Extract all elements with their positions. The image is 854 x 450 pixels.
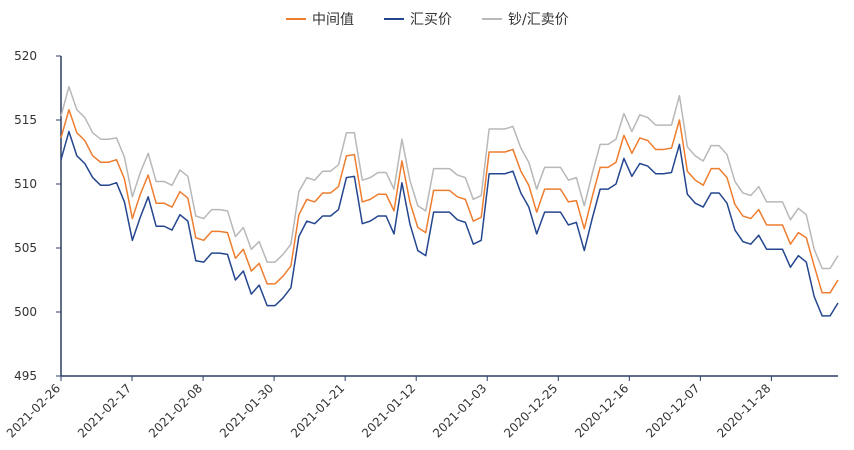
y-tick-label: 495 — [14, 369, 37, 383]
series-line-0 — [60, 109, 839, 294]
x-tick-label: 2021-02-17 — [75, 381, 134, 440]
x-tick-label: 2020-11-28 — [714, 381, 773, 440]
legend-label: 汇买价 — [410, 12, 452, 28]
series-layer — [60, 85, 839, 317]
x-tick-label: 2020-12-07 — [643, 381, 702, 440]
x-tick-label: 2021-01-30 — [217, 381, 276, 440]
chart-legend: 中间值 汇买价 钞/汇卖价 — [286, 12, 569, 28]
y-tick-label: 500 — [14, 305, 37, 319]
x-tick-label: 2020-12-25 — [501, 381, 560, 440]
y-tick-label: 505 — [14, 241, 37, 255]
x-tick-label: 2021-01-03 — [430, 381, 489, 440]
x-tick-label: 2021-01-12 — [359, 381, 418, 440]
x-tick-label: 2021-02-26 — [4, 381, 63, 440]
series-line-1 — [60, 130, 839, 317]
legend-label: 中间值 — [312, 12, 354, 28]
series-line-2 — [60, 85, 839, 270]
x-tick-label: 2021-02-08 — [146, 381, 205, 440]
y-tick-label: 510 — [14, 177, 37, 191]
x-tick-label: 2020-12-16 — [572, 381, 631, 440]
x-tick-label: 2021-01-21 — [288, 381, 347, 440]
y-tick-label: 515 — [14, 113, 37, 127]
legend-label: 钞/汇卖价 — [508, 12, 569, 28]
y-tick-label: 520 — [14, 49, 37, 63]
